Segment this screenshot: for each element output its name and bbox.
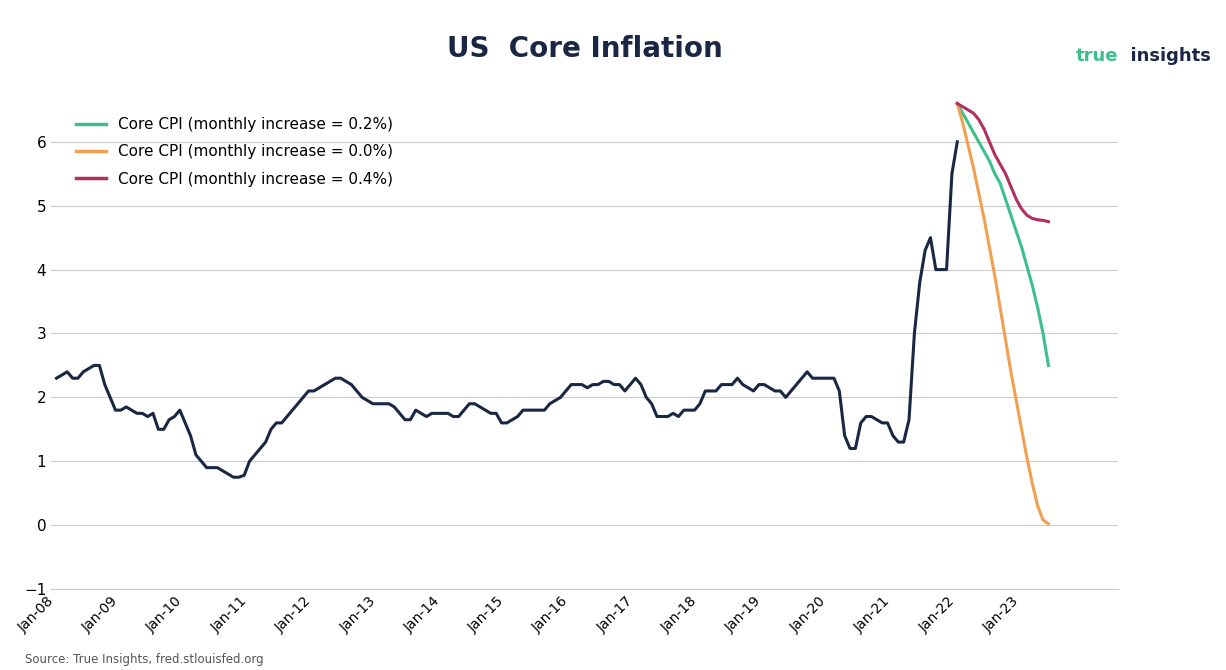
Text: insights: insights [1118,48,1211,65]
Text: Source: True Insights, fred.stlouisfed.org: Source: True Insights, fred.stlouisfed.o… [25,653,264,666]
Legend: Core CPI (monthly increase = 0.2%), Core CPI (monthly increase = 0.0%), Core CPI: Core CPI (monthly increase = 0.2%), Core… [70,111,400,193]
Text: true: true [1075,48,1118,65]
Title: US  Core Inflation: US Core Inflation [446,35,722,63]
